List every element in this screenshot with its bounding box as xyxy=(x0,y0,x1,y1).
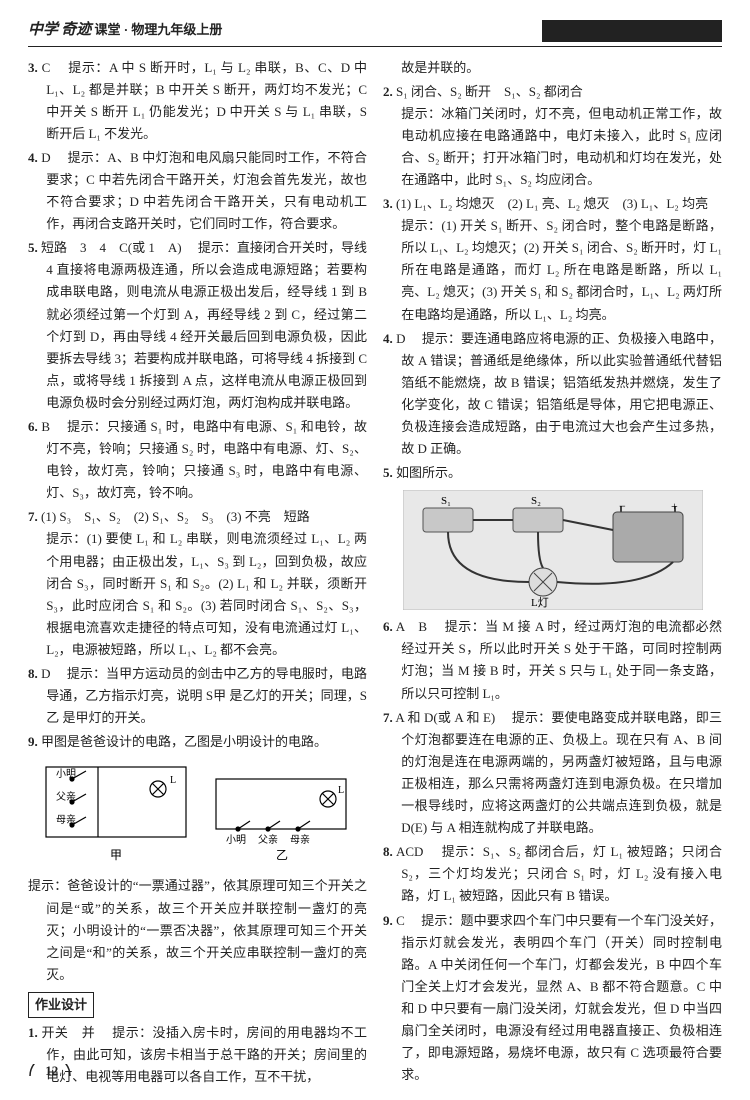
q8-ans: D xyxy=(41,666,50,681)
q6-ans: B xyxy=(41,419,50,434)
rq3-ans: (1) L₁、L₂ 均熄灭 (2) L₁ 亮、L₂ 熄灭 (3) L₁、L₂ 均… xyxy=(396,196,708,211)
rq9-num: 9. xyxy=(383,913,393,928)
header-left: 中学 奇迹 课堂 · 物理九年级上册 xyxy=(28,18,222,44)
rq5-num: 5. xyxy=(383,465,393,480)
label-fuqin-1: 父亲 xyxy=(56,790,76,803)
label-jia: 甲 xyxy=(110,848,122,862)
photo-s2: S₂ xyxy=(531,495,541,507)
hw1-num: 1. xyxy=(28,1025,38,1040)
q5-text: 提示：直接闭合开关时，导线 4 直接将电源两极连通，所以会造成电源短路；若要构成… xyxy=(46,240,367,410)
rq7-text: 提示：要使电路变成并联电路，即三个灯泡都要连在电源的正、负极上。现在只有 A、B… xyxy=(401,710,722,835)
q6-num: 6. xyxy=(28,419,38,434)
rq4-num: 4. xyxy=(383,331,393,346)
q7: 7. (1) S₃ S₁、S₂ (2) S₁、S₂ S₃ (3) 不亮 短路 提… xyxy=(28,506,367,661)
label-fuqin-2: 父亲 xyxy=(258,833,278,846)
q7-num: 7. xyxy=(28,509,38,524)
hw1-text: 提示：没插入房卡时，房间的用电器均不工作，由此可知，该房卡相当于总干路的开关；房… xyxy=(46,1025,367,1084)
label-xiaoming-2: 小明 xyxy=(226,834,246,846)
q6: 6. B 提示：只接通 S₁ 时，电路中有电源、S₁ 和电铃，故灯不亮，铃响；只… xyxy=(28,416,367,504)
svg-text:+: + xyxy=(671,499,678,513)
series: 奇迹 xyxy=(61,22,91,38)
rq5-text: 如图所示。 xyxy=(396,465,461,480)
circuit-diagrams: 小明 父亲 母亲 L 甲 小明 父亲 母亲 L 乙 xyxy=(28,759,367,869)
header-decoration xyxy=(542,20,722,42)
page-number-text: 12 xyxy=(45,1063,58,1078)
label-yi: 乙 xyxy=(276,848,288,862)
hw1-ans: 开关 并 xyxy=(41,1025,95,1040)
rq6-text: 提示：当 M 接 A 时，经过两灯泡的电流都必然经过开关 S，所以此时开关 S … xyxy=(401,619,722,700)
rq9-text: 提示：题中要求四个车门中只要有一个车门没关好，指示灯就会发光，表明四个车门（开关… xyxy=(401,913,722,1083)
cont1-text: 故是并联的。 xyxy=(401,60,479,75)
q9-hint: 提示：爸爸设计的“一票通过器”，依其原理可知三个开关之间是“或”的关系，故三个开… xyxy=(28,875,367,985)
q5: 5. 短路 3 4 C(或 1 A) 提示：直接闭合开关时，导线 4 直接将电源… xyxy=(28,237,367,414)
rq8-num: 8. xyxy=(383,844,393,859)
q8-num: 8. xyxy=(28,666,38,681)
q3-num: 3. xyxy=(28,60,38,75)
rq7-num: 7. xyxy=(383,710,393,725)
rq8: 8. ACD 提示：S₁、S₂ 都闭合后，灯 L₁ 被短路；只闭合 S₂，三个灯… xyxy=(383,841,722,907)
page-number: 12 xyxy=(28,1064,88,1088)
rq5: 5. 如图所示。 xyxy=(383,462,722,484)
rq7: 7. A 和 D(或 A 和 E) 提示：要使电路变成并联电路，即三个灯泡都要连… xyxy=(383,707,722,840)
photo-circuit-svg: S₁ S₂ L灯 + − xyxy=(403,490,703,610)
q3-text: 提示：A 中 S 断开时，L₁ 与 L₂ 串联，B、C、D 中 L₁、L₂ 都是… xyxy=(46,60,367,141)
cont1: 故是并联的。 xyxy=(383,57,722,79)
q8-text: 提示：当甲方运动员的剑击中乙方的导电服时，电路导通，乙方指示灯亮，说明 S甲 是… xyxy=(46,666,367,725)
rq2-num: 2. xyxy=(383,84,393,99)
q9-hint-text: 提示：爸爸设计的“一票通过器”，依其原理可知三个开关之间是“或”的关系，故三个开… xyxy=(28,878,367,981)
label-lamp-2: L xyxy=(338,785,344,796)
q7-ans: (1) S₃ S₁、S₂ (2) S₁、S₂ S₃ (3) 不亮 短路 xyxy=(41,509,310,524)
photo-circuit: S₁ S₂ L灯 + − xyxy=(383,490,722,610)
q3-ans: C xyxy=(42,60,51,75)
rq6: 6. A B 提示：当 M 接 A 时，经过两灯泡的电流都必然经过开关 S，所以… xyxy=(383,616,722,704)
svg-text:−: − xyxy=(619,499,626,513)
label-lamp-1: L xyxy=(170,775,176,786)
rq8-text: 提示：S₁、S₂ 都闭合后，灯 L₁ 被短路；只闭合 S₂，三个灯均发光；只闭合… xyxy=(401,844,722,903)
rq4-text: 提示：要连通电路应将电源的正、负极接入电路中，故 A 错误；普通纸是绝缘体，所以… xyxy=(401,331,722,456)
rq3-text: 提示：(1) 开关 S₁ 断开、S₂ 闭合时，整个电路是断路，所以 L₁、L₂ … xyxy=(401,218,722,321)
q4-text: 提示：A、B 中灯泡和电风扇只能同时工作，不符合要求；C 中若先闭合干路开关，灯… xyxy=(46,150,367,231)
q6-text: 提示：只接通 S₁ 时，电路中有电源、S₁ 和电铃，故灯不亮，铃响；只接通 S₂… xyxy=(46,419,367,500)
rq4: 4. D 提示：要连通电路应将电源的正、负极接入电路中，故 A 错误；普通纸是绝… xyxy=(383,328,722,461)
rq8-ans: ACD xyxy=(396,844,423,859)
rq3: 3. (1) L₁、L₂ 均熄灭 (2) L₁ 亮、L₂ 熄灭 (3) L₁、L… xyxy=(383,193,722,326)
q3: 3. C 提示：A 中 S 断开时，L₁ 与 L₂ 串联，B、C、D 中 L₁、… xyxy=(28,57,367,145)
q4-ans: D xyxy=(41,150,50,165)
q5-num: 5. xyxy=(28,240,38,255)
section-label: 作业设计 xyxy=(28,992,94,1018)
circuit-svg: 小明 父亲 母亲 L 甲 小明 父亲 母亲 L 乙 xyxy=(38,759,358,869)
q9-num: 9. xyxy=(28,734,38,749)
right-column: 故是并联的。 2. S₁ 闭合、S₂ 断开 S₁、S₂ 都闭合 提示：冰箱门关闭… xyxy=(383,57,722,1091)
q9-text: 甲图是爸爸设计的电路，乙图是小明设计的电路。 xyxy=(41,734,327,749)
content-columns: 3. C 提示：A 中 S 断开时，L₁ 与 L₂ 串联，B、C、D 中 L₁、… xyxy=(28,57,722,1091)
q8: 8. D 提示：当甲方运动员的剑击中乙方的导电服时，电路导通，乙方指示灯亮，说明… xyxy=(28,663,367,729)
rq9-ans: C xyxy=(396,913,405,928)
q9: 9. 甲图是爸爸设计的电路，乙图是小明设计的电路。 xyxy=(28,731,367,753)
q5-ans: 短路 3 4 C(或 1 A) xyxy=(41,240,182,255)
rq2-ans: S₁ 闭合、S₂ 断开 S₁、S₂ 都闭合 xyxy=(396,84,583,99)
rq4-ans: D xyxy=(396,331,405,346)
rq2: 2. S₁ 闭合、S₂ 断开 S₁、S₂ 都闭合 提示：冰箱门关闭时，灯不亮，但… xyxy=(383,81,722,191)
label-muqin-2: 母亲 xyxy=(290,833,310,846)
brand: 中学 xyxy=(28,22,58,38)
left-column: 3. C 提示：A 中 S 断开时，L₁ 与 L₂ 串联，B、C、D 中 L₁、… xyxy=(28,57,367,1091)
q7-text: 提示：(1) 要使 L₁ 和 L₂ 串联，则电流须经过 L₁、L₂ 两个用电器；… xyxy=(46,531,367,656)
rq2-text: 提示：冰箱门关闭时，灯不亮，但电动机正常工作，故电动机应接在电路通路中，电灯未接… xyxy=(401,106,722,187)
q4: 4. D 提示：A、B 中灯泡和电风扇只能同时工作，不符合要求；C 中若先闭合干… xyxy=(28,147,367,235)
rq6-ans: A B xyxy=(396,619,427,634)
rq6-num: 6. xyxy=(383,619,393,634)
label-muqin-1: 母亲 xyxy=(56,813,76,826)
rq9: 9. C 提示：题中要求四个车门中只要有一个车门没关好，指示灯就会发光，表明四个… xyxy=(383,910,722,1087)
page-header: 中学 奇迹 课堂 · 物理九年级上册 xyxy=(28,18,722,47)
q4-num: 4. xyxy=(28,150,38,165)
label-xiaoming-1: 小明 xyxy=(56,768,76,780)
subtitle: 课堂 · 物理九年级上册 xyxy=(95,22,223,37)
rq3-num: 3. xyxy=(383,196,393,211)
rq7-ans: A 和 D(或 A 和 E) xyxy=(395,710,495,725)
photo-lamp: L灯 xyxy=(531,596,549,609)
photo-s1: S₁ xyxy=(441,495,451,507)
